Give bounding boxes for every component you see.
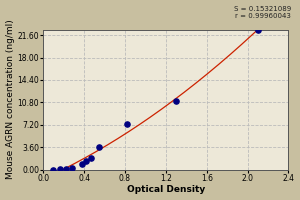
Point (70, 166, 74, 169)
Point (84, 159, 88, 162)
X-axis label: Optical Density: Optical Density (127, 185, 205, 194)
Point (57, 168, 62, 171)
Y-axis label: Mouse AGRN concentration (ng/ml): Mouse AGRN concentration (ng/ml) (6, 20, 15, 179)
Point (255, 28, 260, 31)
Point (124, 122, 129, 126)
Text: S = 0.15321089
r = 0.99960043: S = 0.15321089 r = 0.99960043 (234, 6, 291, 19)
Point (89, 157, 94, 160)
Point (174, 99, 178, 103)
Point (97, 146, 102, 149)
Point (80, 162, 85, 166)
Point (51, 168, 56, 171)
Point (63, 167, 68, 170)
